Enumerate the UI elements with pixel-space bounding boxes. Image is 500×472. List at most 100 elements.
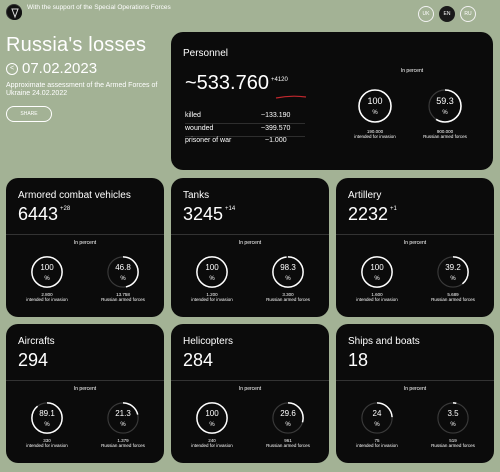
- ring-number: 1.600: [371, 292, 383, 297]
- wounded-label: wounded: [185, 125, 214, 132]
- ring-progress-arc: [196, 402, 228, 434]
- ring-invasion-caption: 1.200 intended for invasion: [187, 292, 237, 302]
- card-total: 3245 +14: [183, 204, 235, 225]
- aircrafts-card: Aircrafts 294 In percent 89.1 % 330 inte…: [6, 324, 164, 463]
- row-divider: [185, 136, 305, 137]
- ring-percent-sign: %: [374, 422, 380, 428]
- ring-progress-arc: [361, 256, 393, 288]
- ring-progress-arc: [361, 402, 393, 434]
- ring-caption: intended for invasion: [26, 443, 68, 448]
- card-title: Ships and boats: [348, 336, 420, 347]
- card-total-value: 294: [18, 350, 49, 370]
- chevron-left-icon: <: [9, 65, 15, 72]
- ring-percent-sign: %: [442, 110, 448, 116]
- in-percent-label: In percent: [403, 240, 427, 246]
- lang-en-button[interactable]: EN: [439, 6, 455, 22]
- card-title: Armored combat vehicles: [18, 190, 131, 201]
- progress-ring: [107, 256, 139, 288]
- ring-percent-value: 3.5: [447, 409, 459, 418]
- logo-emblem-icon: [8, 6, 22, 20]
- ring-percent-value: 24: [372, 409, 382, 418]
- ring-number: 2.800: [41, 292, 53, 297]
- ring-number: 5.689: [447, 292, 459, 297]
- card-total: 18: [348, 350, 370, 371]
- ring-progress-arc: [358, 89, 392, 123]
- ring-percent-value: 100: [205, 263, 219, 272]
- helicopters-card: Helicopters 284 In percent 100 % 240 int…: [171, 324, 329, 463]
- ring-progress-arc: [107, 402, 139, 434]
- ring-percent-sign: %: [44, 276, 50, 282]
- ring-caption: intended for invasion: [26, 297, 68, 302]
- ring-percent-sign: %: [450, 276, 456, 282]
- ring-percent-value: 46.8: [115, 263, 131, 272]
- ring-percent-value: 100: [370, 263, 384, 272]
- prev-date-button[interactable]: <: [6, 62, 18, 75]
- ring-invasion: 24 %: [360, 401, 394, 435]
- ring-number: 3.300: [282, 292, 294, 297]
- card-divider: [6, 380, 164, 381]
- ring-caption: Russian armed forces: [431, 297, 475, 302]
- ring-percent-sign: %: [450, 422, 456, 428]
- card-divider: [6, 234, 164, 235]
- progress-ring: [437, 402, 469, 434]
- wounded-value: ~399.570: [261, 125, 291, 132]
- ring-forces: 3.5 %: [436, 401, 470, 435]
- page-title: Russia's losses: [6, 34, 147, 56]
- ring-percent-value: 100: [205, 409, 219, 418]
- ring-forces: 21.3 %: [106, 401, 140, 435]
- ring-caption: Russian armed forces: [101, 297, 145, 302]
- card-divider: [171, 234, 329, 235]
- progress-ring: [361, 256, 393, 288]
- pow-label: prisoner of war: [185, 137, 232, 144]
- in-percent-label: In percent: [238, 240, 262, 246]
- ring-number: 190.000: [366, 129, 384, 134]
- underline-mark: [275, 95, 307, 99]
- ring-invasion: 89.1 %: [30, 401, 64, 435]
- assessment-note: Approximate assessment of the Armed Forc…: [6, 82, 158, 97]
- share-button[interactable]: SHARE: [6, 106, 52, 122]
- progress-ring: [107, 402, 139, 434]
- ring-percent-sign: %: [374, 276, 380, 282]
- lang-uk-button[interactable]: UK: [418, 6, 434, 22]
- card-delta: +14: [225, 206, 236, 212]
- ring-number: 519: [449, 438, 457, 443]
- ring-invasion: 100 %: [360, 255, 394, 289]
- ring-invasion-caption: 75 intended for invasion: [352, 438, 402, 448]
- ring-number: 1.379: [117, 438, 129, 443]
- lang-ru-button[interactable]: RU: [460, 6, 476, 22]
- killed-label: killed: [185, 112, 201, 119]
- ring-percent-sign: %: [285, 422, 291, 428]
- ring-number: 240: [208, 438, 216, 443]
- ring-invasion-caption: 240 intended for invasion: [187, 438, 237, 448]
- in-percent-label: In percent: [400, 68, 424, 74]
- ring-percent-value: 59.3: [436, 96, 454, 106]
- personnel-ring-forces: 59.3 %: [427, 88, 463, 124]
- logo[interactable]: [6, 4, 22, 20]
- card-total: 2232 +1: [348, 204, 397, 225]
- card-delta: +28: [60, 206, 71, 212]
- ring-percent-sign: %: [285, 276, 291, 282]
- ring-forces: 39.2 %: [436, 255, 470, 289]
- ring-percent-value: 21.3: [115, 409, 131, 418]
- ring-caption: intended for invasion: [356, 443, 398, 448]
- ring-number: 1.200: [206, 292, 218, 297]
- ring-percent-value: 100: [40, 263, 54, 272]
- ring-forces-caption: 961 Russian armed forces: [263, 438, 313, 448]
- card-total: 294: [18, 350, 50, 371]
- armored-vehicles-card: Armored combat vehicles 6443 +28 In perce…: [6, 178, 164, 317]
- ring-invasion: 100 %: [195, 401, 229, 435]
- ring-percent-sign: %: [209, 422, 215, 428]
- ring-caption: Russian armed forces: [423, 134, 467, 139]
- ring-percent-value: 100: [367, 96, 383, 106]
- ring-invasion: 100 %: [30, 255, 64, 289]
- ring-number: 75: [374, 438, 380, 443]
- personnel-ring-invasion-caption: 190.000 intended for invasion: [350, 129, 400, 139]
- card-total: 6443 +28: [18, 204, 70, 225]
- personnel-title: Personnel: [183, 48, 229, 59]
- ring-progress-arc: [437, 256, 469, 288]
- progress-ring: [272, 402, 304, 434]
- ring-progress-arc: [107, 256, 139, 288]
- progress-ring: [361, 402, 393, 434]
- language-switcher: UK EN RU: [418, 6, 476, 22]
- ring-caption: intended for invasion: [191, 297, 233, 302]
